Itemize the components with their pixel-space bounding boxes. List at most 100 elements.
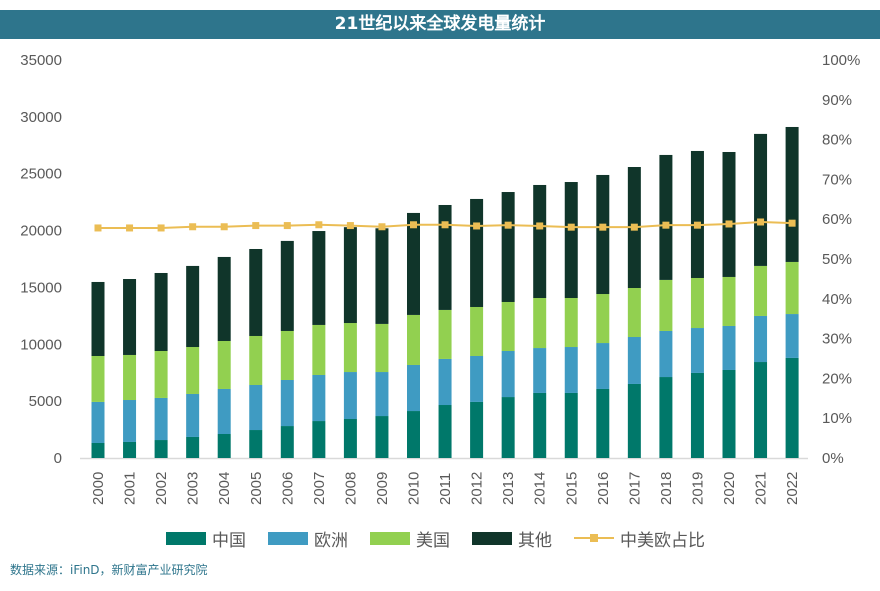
y-right-tick-label: 20%: [822, 370, 852, 387]
bar-other-2010: [407, 212, 420, 315]
bar-us-2016: [596, 294, 610, 344]
x-tick-label: 2021: [753, 472, 770, 505]
ratio-point-2002: [157, 224, 165, 232]
y-left-tick-label: 25000: [20, 166, 62, 183]
ratio-point-2017: [630, 223, 638, 231]
ratio-point-2022: [788, 219, 796, 227]
bar-europe-2006: [280, 379, 294, 427]
legend-item-us: 美国: [370, 526, 450, 551]
bar-us-2020: [722, 276, 736, 326]
bar-europe-2022: [785, 314, 799, 358]
bar-china-2010: [407, 411, 420, 458]
bar-us-2013: [501, 301, 515, 351]
bar-china-2012: [470, 401, 484, 458]
bar-china-2002: [154, 440, 168, 458]
y-right-tick-label: 30%: [822, 331, 852, 348]
bar-europe-2020: [722, 325, 736, 370]
ratio-point-2021: [757, 218, 765, 226]
x-tick-label: 2006: [279, 472, 296, 505]
legend-swatch: [370, 531, 410, 545]
ratio-point-2020: [725, 220, 733, 228]
x-tick-label: 2018: [658, 472, 675, 505]
bar-other-2018: [659, 154, 673, 280]
y-right-tick-label: 60%: [822, 211, 852, 228]
y-right-tick-label: 100%: [822, 52, 860, 69]
bar-china-2005: [249, 430, 263, 458]
bar-china-2006: [280, 426, 294, 458]
legend-swatch: [166, 531, 206, 545]
bar-other-2012: [470, 198, 484, 307]
bar-us-2005: [249, 335, 263, 385]
bar-other-2019: [690, 150, 704, 278]
bar-china-2017: [627, 383, 641, 458]
x-tick-label: 2000: [90, 472, 107, 505]
bar-china-2022: [785, 357, 799, 458]
y-right-tick-label: 90%: [822, 92, 852, 109]
ratio-point-2019: [693, 221, 701, 229]
legend-label: 欧洲: [314, 530, 348, 551]
bar-other-2007: [312, 231, 326, 325]
bar-us-2012: [470, 306, 484, 356]
y-right-tick-label: 40%: [822, 291, 852, 308]
bar-europe-2003: [186, 393, 200, 437]
bar-other-2011: [438, 204, 452, 310]
bar-other-2005: [249, 248, 263, 336]
chart-title: 21世纪以来全球发电量统计: [0, 10, 880, 39]
bar-europe-2019: [690, 328, 704, 373]
x-tick-label: 2011: [437, 473, 454, 505]
legend-item-china: 中国: [166, 526, 246, 551]
bar-us-2009: [375, 323, 389, 373]
ratio-point-2001: [126, 224, 134, 232]
bar-china-2004: [217, 434, 231, 458]
bar-other-2006: [280, 240, 294, 331]
bar-other-2020: [722, 151, 736, 277]
ratio-point-2007: [315, 221, 323, 229]
ratio-point-2010: [410, 221, 417, 229]
bar-us-2014: [533, 298, 547, 349]
bar-europe-2009: [375, 372, 389, 417]
legend-label: 中美欧占比: [620, 530, 705, 551]
bar-europe-2010: [407, 364, 420, 412]
ratio-point-2016: [599, 223, 607, 231]
bar-europe-2015: [564, 347, 578, 393]
bar-other-2015: [564, 182, 578, 299]
ratio-point-2011: [441, 221, 449, 229]
bar-europe-2013: [501, 350, 515, 398]
ratio-point-2009: [378, 223, 386, 231]
x-tick-label: 2022: [784, 472, 801, 505]
legend-label: 其他: [518, 530, 552, 551]
x-tick-label: 2017: [626, 472, 643, 505]
bar-china-2015: [564, 392, 578, 458]
x-tick-label: 2015: [563, 472, 580, 505]
bar-other-2004: [217, 256, 231, 341]
bar-europe-2000: [91, 401, 105, 443]
bar-us-2001: [123, 354, 137, 401]
bar-china-2020: [722, 369, 736, 458]
legend-swatch: [472, 531, 512, 545]
x-tick-label: 2014: [532, 472, 549, 505]
bar-europe-2002: [154, 397, 168, 441]
bar-us-2015: [564, 298, 578, 348]
x-tick-label: 2009: [374, 472, 391, 505]
bar-china-2021: [754, 362, 768, 458]
bar-us-2017: [627, 287, 641, 338]
bar-europe-2012: [470, 355, 484, 402]
bar-other-2009: [375, 228, 389, 324]
bar-china-2003: [186, 436, 200, 458]
y-left-tick-label: 35000: [20, 52, 62, 69]
legend-label: 中国: [212, 530, 246, 551]
x-tick-label: 2016: [595, 472, 612, 505]
bar-other-2016: [596, 174, 610, 295]
y-right-tick-label: 50%: [822, 251, 852, 268]
y-right-tick-label: 70%: [822, 171, 852, 188]
bar-europe-2011: [438, 358, 452, 406]
bar-us-2003: [186, 347, 200, 394]
bar-europe-2001: [123, 400, 137, 442]
bar-europe-2021: [754, 315, 768, 363]
legend-item-ratio: 中美欧占比: [574, 526, 705, 551]
y-left-tick-label: 15000: [20, 279, 62, 296]
y-left-tick-label: 30000: [20, 109, 62, 126]
bar-europe-2016: [596, 343, 610, 389]
legend-swatch: [268, 531, 308, 545]
x-tick-label: 2002: [153, 472, 170, 505]
